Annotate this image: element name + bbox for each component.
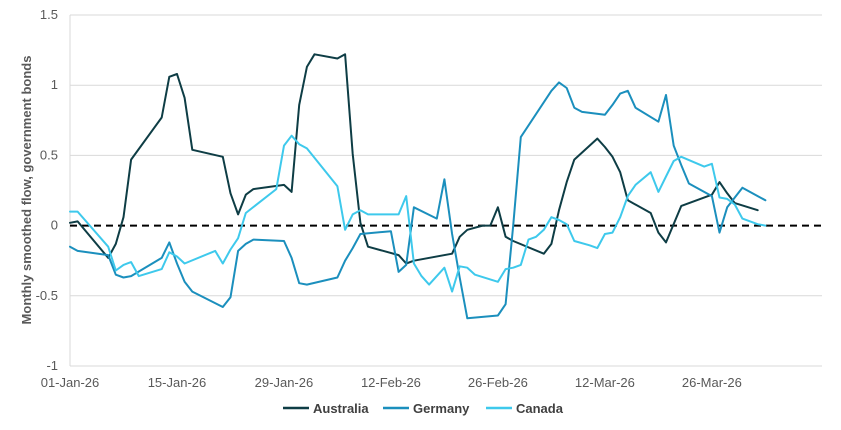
y-tick-label: -0.5	[36, 288, 58, 303]
legend-label-australia: Australia	[313, 401, 369, 416]
series-line-germany	[69, 81, 767, 320]
x-tick-label: 01-Jan-26	[41, 375, 100, 390]
y-tick-label: 0.5	[40, 147, 58, 162]
y-tick-label: 1.5	[40, 7, 58, 22]
x-tick-label: 26-Mar-26	[682, 375, 742, 390]
legend-label-germany: Germany	[413, 401, 470, 416]
gridlines	[70, 14, 822, 367]
y-tick-label: 0	[51, 218, 58, 233]
x-tick-labels: 01-Jan-26 15-Jan-26 29-Jan-26 12-Feb-26 26-F…	[41, 375, 742, 390]
y-tick-label: -1	[46, 358, 58, 373]
legend-label-canada: Canada	[516, 401, 564, 416]
y-tick-label: 1	[51, 77, 58, 92]
legend: Australia Germany Canada	[283, 401, 564, 416]
series-line-australia	[69, 53, 759, 265]
x-tick-label: 29-Jan-26	[255, 375, 314, 390]
x-tick-label: 12-Feb-26	[361, 375, 421, 390]
x-tick-label: 15-Jan-26	[148, 375, 207, 390]
x-tick-label: 12-Mar-26	[575, 375, 635, 390]
x-tick-label: 26-Feb-26	[468, 375, 528, 390]
y-axis-title: Monthly smoothed flow, government bonds	[19, 56, 34, 325]
y-tick-labels: -1 -0.5 0 0.5 1 1.5	[36, 7, 58, 373]
series-lines	[69, 53, 767, 320]
series-line-canada	[69, 134, 767, 293]
